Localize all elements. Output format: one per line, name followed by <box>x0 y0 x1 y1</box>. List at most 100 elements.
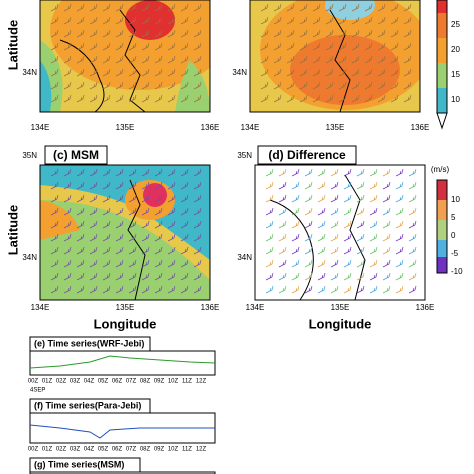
wind-barb <box>115 259 124 268</box>
wind-barb <box>50 220 59 229</box>
time-tick-label: 01Z <box>42 379 53 385</box>
wind-barb <box>76 29 85 38</box>
wind-barb <box>278 194 287 203</box>
wind-barb <box>351 3 360 12</box>
wind-barb <box>377 42 386 51</box>
wind-barb <box>343 220 352 229</box>
wind-barb <box>102 259 111 268</box>
time-tick-label: 02Z <box>56 379 67 385</box>
wind-barb <box>63 3 72 12</box>
wind-barb <box>89 194 98 203</box>
wind-barb <box>63 81 72 90</box>
wind-barb <box>369 194 378 203</box>
wind-barb <box>102 233 111 242</box>
wind-barb <box>102 220 111 229</box>
wind-barb <box>154 16 163 25</box>
wind-barb <box>63 42 72 51</box>
wind-barb <box>330 220 339 229</box>
wind-barb <box>304 181 313 190</box>
wind-barb <box>343 207 352 216</box>
wind-barb <box>193 94 202 103</box>
wind-barb <box>141 168 150 177</box>
wind-barb <box>395 194 404 203</box>
wind-barb <box>369 207 378 216</box>
wind-barb <box>317 194 326 203</box>
wind-barb <box>63 55 72 64</box>
colorbar-tick-label: -10 <box>451 267 463 276</box>
wind-barb <box>408 194 417 203</box>
wind-barb <box>128 29 137 38</box>
wind-barb <box>382 220 391 229</box>
wind-barb <box>312 16 321 25</box>
wind-barb <box>395 233 404 242</box>
wind-barb <box>291 246 300 255</box>
wind-barb <box>395 246 404 255</box>
wind-barb <box>50 272 59 281</box>
wind-barb <box>167 233 176 242</box>
wind-barb <box>408 285 417 294</box>
wind-barb <box>377 16 386 25</box>
wind-barb <box>167 55 176 64</box>
wind-barb <box>154 194 163 203</box>
wind-barb <box>128 181 137 190</box>
wind-barb <box>76 68 85 77</box>
wind-barb <box>180 272 189 281</box>
map-frame <box>39 0 211 113</box>
wind-barb <box>193 272 202 281</box>
wind-barb <box>167 29 176 38</box>
wind-barb <box>369 181 378 190</box>
wind-barb <box>141 81 150 90</box>
wind-barb <box>128 168 137 177</box>
wind-barbs <box>50 3 417 294</box>
wind-barb <box>50 168 59 177</box>
wind-barb <box>193 168 202 177</box>
lon-tick-label: 136E <box>201 303 220 312</box>
wind-barb <box>63 168 72 177</box>
wind-barb <box>89 3 98 12</box>
colorbar-tick-label: 10 <box>451 95 460 104</box>
wind-barb <box>265 220 274 229</box>
wind-barb <box>317 246 326 255</box>
wind-barb <box>260 29 269 38</box>
wind-barb <box>63 285 72 294</box>
wind-barb <box>180 168 189 177</box>
ts-title: (g) Time series(MSM) <box>34 459 124 469</box>
wind-barb <box>76 285 85 294</box>
wind-barb <box>115 272 124 281</box>
wind-barb <box>304 246 313 255</box>
wind-barb <box>180 233 189 242</box>
time-tick-label: 11Z <box>182 447 192 453</box>
wind-barb <box>299 94 308 103</box>
wind-barb <box>141 233 150 242</box>
wind-barb <box>141 272 150 281</box>
wind-barb <box>63 181 72 190</box>
wind-barb <box>390 3 399 12</box>
map-frame <box>254 164 426 301</box>
time-tick-label: 08Z <box>140 379 151 385</box>
wind-barb <box>265 246 274 255</box>
wind-barb <box>50 207 59 216</box>
wind-barb <box>330 207 339 216</box>
wind-barb <box>50 68 59 77</box>
wind-barb <box>299 42 308 51</box>
wind-barb <box>102 94 111 103</box>
wind-barb <box>193 55 202 64</box>
time-tick-label: 10Z <box>168 447 179 453</box>
wind-barb <box>317 233 326 242</box>
wind-barb <box>364 94 373 103</box>
wind-barb <box>390 29 399 38</box>
wind-barb <box>273 81 282 90</box>
wind-barb <box>193 3 202 12</box>
wind-barb <box>291 259 300 268</box>
wind-barb <box>167 220 176 229</box>
wind-barb <box>395 207 404 216</box>
wind-barb <box>180 285 189 294</box>
wind-barb <box>154 233 163 242</box>
wind-barb <box>317 207 326 216</box>
wind-barb <box>408 259 417 268</box>
wind-barb <box>278 246 287 255</box>
wind-barb <box>325 68 334 77</box>
wind-barb <box>154 55 163 64</box>
wind-barb <box>141 220 150 229</box>
wind-barb <box>265 181 274 190</box>
